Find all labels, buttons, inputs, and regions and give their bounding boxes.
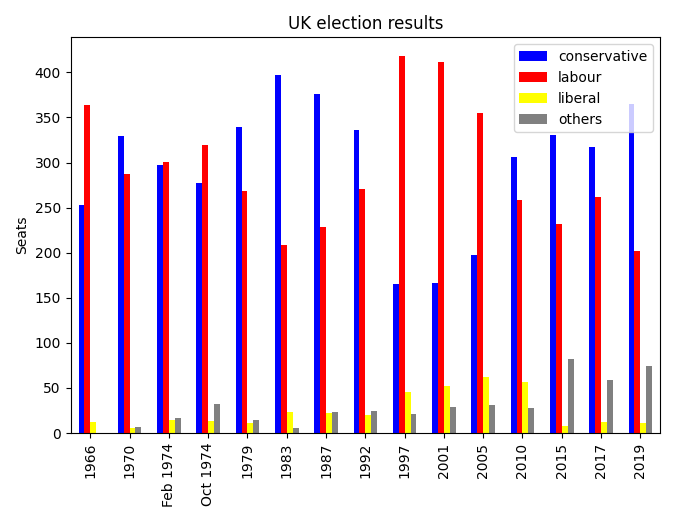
Bar <box>175 418 181 433</box>
Bar <box>315 94 320 433</box>
Bar <box>202 146 208 433</box>
Bar <box>118 136 124 433</box>
Bar <box>471 255 477 433</box>
Bar <box>522 382 529 433</box>
Bar <box>157 165 163 433</box>
Bar <box>634 251 641 433</box>
Bar <box>589 147 595 433</box>
Bar <box>641 423 646 433</box>
Bar <box>432 283 438 433</box>
Bar <box>646 366 652 433</box>
Bar <box>359 189 365 433</box>
Bar <box>196 183 202 433</box>
Bar <box>326 413 332 433</box>
Bar <box>78 205 84 433</box>
Bar <box>444 386 450 433</box>
Bar <box>136 426 141 433</box>
Bar <box>516 200 522 433</box>
Bar <box>410 414 416 433</box>
Bar <box>287 412 293 433</box>
Bar <box>365 415 371 433</box>
Bar <box>562 426 568 433</box>
Bar <box>320 227 326 433</box>
Bar <box>438 62 444 433</box>
Bar <box>293 428 298 433</box>
Bar <box>399 56 404 433</box>
Bar <box>371 411 377 433</box>
Bar <box>556 224 562 433</box>
Bar <box>124 174 130 433</box>
Bar <box>511 157 516 433</box>
Bar <box>450 407 456 433</box>
Bar <box>332 412 338 433</box>
Bar <box>163 162 169 433</box>
Bar <box>84 105 90 433</box>
Bar <box>568 359 574 433</box>
Bar <box>393 284 399 433</box>
Bar <box>529 408 535 433</box>
Bar <box>354 130 359 433</box>
Bar <box>248 423 253 433</box>
Title: UK election results: UK election results <box>288 15 443 33</box>
Bar <box>214 404 220 433</box>
Bar <box>550 135 556 433</box>
Bar <box>275 75 281 433</box>
Bar <box>595 197 601 433</box>
Bar <box>236 127 242 433</box>
Bar <box>242 191 248 433</box>
Bar <box>208 421 214 433</box>
Bar <box>169 420 175 433</box>
Y-axis label: Seats: Seats <box>15 216 29 254</box>
Bar <box>281 245 287 433</box>
Bar <box>607 380 613 433</box>
Legend: conservative, labour, liberal, others: conservative, labour, liberal, others <box>514 44 653 132</box>
Bar <box>477 113 483 433</box>
Bar <box>628 104 634 433</box>
Bar <box>489 405 495 433</box>
Bar <box>253 420 259 433</box>
Bar <box>130 428 136 433</box>
Bar <box>483 377 489 433</box>
Bar <box>601 422 607 433</box>
Bar <box>90 422 97 433</box>
Bar <box>404 392 410 433</box>
